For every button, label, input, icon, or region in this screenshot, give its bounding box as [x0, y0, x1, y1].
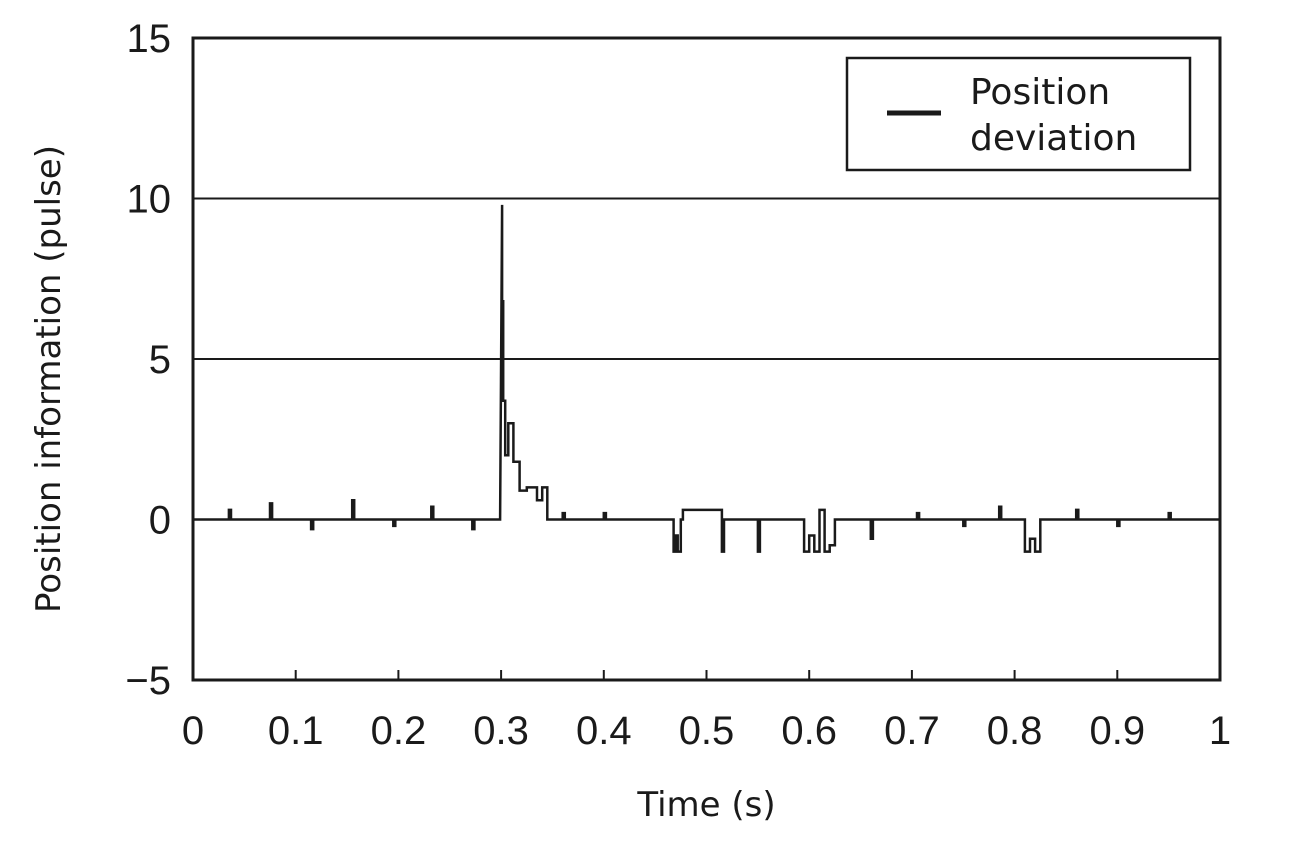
series-group	[193, 204, 1220, 553]
x-tick-label: 0	[182, 709, 204, 753]
legend-label-line: Position	[970, 72, 1110, 113]
x-axis: 0 0.1 0.2 0.3 0.4 0.5 0.6 0.7 0.8 0.9 1	[182, 670, 1231, 753]
legend-label-line: deviation	[970, 118, 1137, 159]
legend-label-position-deviation: Position deviation	[970, 72, 1137, 159]
y-axis-title: Position information (pulse)	[29, 145, 69, 613]
y-tick-label: 15	[127, 17, 172, 61]
x-tick-label: 0.8	[987, 709, 1043, 753]
gridlines	[193, 197, 1220, 360]
x-tick-label: 0.4	[576, 709, 632, 753]
y-tick-label: 0	[149, 499, 171, 543]
legend: Position deviation	[845, 56, 1192, 172]
x-tick-label: 0.5	[679, 709, 735, 753]
y-axis: −5 0 5 10 15	[125, 17, 203, 703]
x-tick-label: 0.7	[884, 709, 940, 753]
x-axis-title: Time (s)	[636, 785, 775, 825]
y-tick-label: 5	[149, 338, 171, 382]
x-tick-label: 0.2	[371, 709, 427, 753]
x-tick-label: 0.9	[1089, 709, 1145, 753]
x-tick-label: 0.3	[473, 709, 529, 753]
x-tick-label: 1	[1209, 709, 1231, 753]
y-tick-label: −5	[125, 659, 171, 703]
x-tick-label: 0.1	[268, 709, 324, 753]
series-line-0	[193, 204, 1220, 553]
x-tick-label: 0.6	[781, 709, 837, 753]
y-tick-label: 10	[127, 178, 172, 222]
